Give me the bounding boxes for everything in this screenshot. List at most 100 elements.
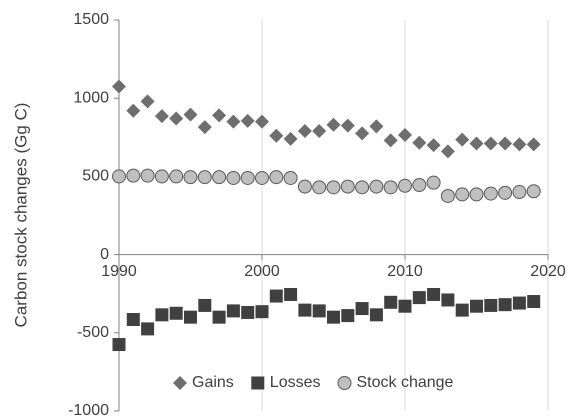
point — [455, 303, 469, 317]
y-axis-label: Carbon stock changes (Gg C) — [11, 103, 30, 328]
point — [112, 79, 126, 94]
point — [355, 126, 370, 141]
point — [441, 293, 455, 307]
point — [126, 313, 140, 327]
point — [240, 170, 255, 185]
point — [312, 124, 327, 139]
point — [412, 178, 427, 193]
point — [241, 305, 255, 319]
point — [283, 170, 298, 185]
point — [498, 298, 512, 312]
point — [169, 169, 184, 184]
point — [455, 187, 470, 202]
point — [140, 168, 155, 183]
point — [226, 304, 240, 318]
y-tick-label: 500 — [82, 168, 109, 185]
point — [327, 310, 340, 324]
legend-marker — [173, 376, 187, 390]
point — [312, 180, 327, 195]
point — [154, 109, 169, 124]
point — [240, 113, 255, 128]
point — [155, 308, 169, 322]
point — [483, 186, 498, 201]
point — [440, 188, 455, 203]
point — [197, 120, 212, 135]
point — [484, 298, 498, 312]
point — [498, 185, 513, 200]
point — [398, 299, 412, 313]
legend-label: Gains — [192, 374, 234, 391]
point — [183, 170, 198, 185]
y-tick-label: -1000 — [68, 402, 109, 416]
point — [169, 111, 184, 126]
point — [197, 170, 212, 185]
y-tick-label: 1500 — [73, 11, 109, 28]
point — [526, 137, 541, 152]
point — [326, 117, 341, 132]
legend-marker — [337, 376, 352, 390]
point — [198, 298, 212, 312]
point — [440, 144, 455, 159]
point — [226, 170, 241, 185]
point — [512, 185, 527, 200]
point — [326, 180, 341, 195]
point — [183, 107, 198, 122]
point — [369, 179, 384, 194]
point — [140, 94, 155, 109]
point — [255, 170, 269, 185]
point — [298, 303, 312, 317]
point — [184, 310, 197, 324]
point — [255, 114, 269, 129]
point — [483, 136, 498, 151]
legend-marker — [251, 376, 265, 390]
point — [512, 296, 526, 310]
point — [226, 114, 241, 129]
point — [112, 338, 126, 352]
point — [269, 289, 283, 303]
legend-label: Losses — [270, 374, 321, 391]
point — [412, 291, 426, 305]
x-tick-label: 2020 — [530, 263, 566, 280]
point — [169, 306, 183, 320]
point — [527, 295, 541, 309]
point — [412, 135, 427, 150]
point — [141, 322, 155, 336]
point — [355, 180, 370, 195]
point — [384, 295, 398, 309]
point — [112, 169, 126, 184]
x-tick-label: 2010 — [387, 263, 423, 280]
point — [469, 136, 484, 151]
point — [340, 118, 355, 133]
point — [341, 309, 355, 323]
point — [512, 137, 527, 152]
point — [398, 178, 412, 193]
point — [426, 138, 441, 153]
point — [212, 170, 227, 185]
point — [312, 304, 326, 318]
point — [469, 187, 484, 202]
point — [427, 287, 441, 301]
point — [255, 305, 269, 319]
point — [369, 119, 384, 134]
point — [126, 103, 141, 118]
point — [212, 310, 226, 324]
point — [284, 287, 298, 301]
legend-label: Stock change — [357, 374, 454, 391]
y-tick-label: 1000 — [73, 89, 109, 106]
point — [383, 133, 398, 148]
point — [269, 128, 284, 143]
point — [340, 179, 355, 194]
point — [269, 170, 284, 185]
point — [526, 184, 541, 199]
point — [498, 136, 513, 151]
point — [154, 169, 169, 184]
point — [297, 179, 312, 194]
x-tick-label: 2000 — [244, 263, 280, 280]
point — [126, 168, 141, 183]
point — [398, 127, 412, 142]
point — [369, 308, 383, 322]
point — [297, 124, 312, 139]
point — [355, 302, 369, 316]
point — [212, 108, 227, 123]
